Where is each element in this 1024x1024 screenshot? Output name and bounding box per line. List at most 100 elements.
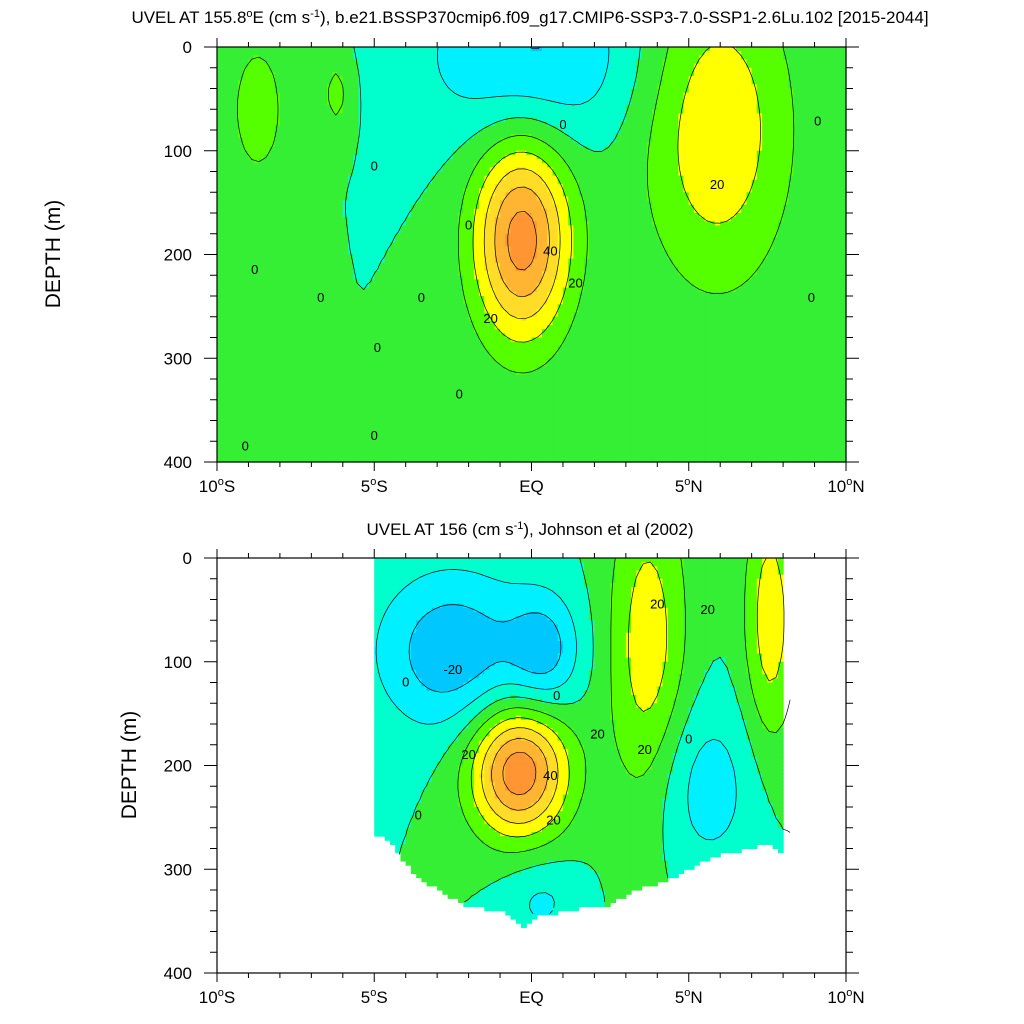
contour-cell [306, 441, 312, 446]
contour-cell [306, 68, 312, 73]
contour-cell [359, 342, 365, 347]
contour-cell [254, 138, 260, 143]
contour-cell [317, 338, 323, 343]
contour-cell [469, 421, 475, 426]
contour-cell [259, 47, 265, 52]
contour-cell [374, 113, 380, 118]
contour-cell [327, 242, 333, 247]
contour-cell [442, 400, 448, 405]
contour-cell [269, 288, 275, 293]
contour-cell [269, 350, 275, 355]
contour-cell [390, 55, 396, 60]
contour-cell [217, 172, 223, 177]
contour-cell [395, 304, 401, 309]
contour-cell [474, 230, 480, 235]
contour-cell [280, 284, 286, 289]
contour-cell [296, 284, 302, 289]
contour-cell [385, 275, 391, 280]
contour-cell [248, 255, 254, 260]
contour-cell [311, 138, 317, 143]
contour-cell [463, 51, 469, 56]
contour-cell [327, 201, 333, 206]
contour-cell [343, 288, 349, 293]
contour-cell [322, 55, 328, 60]
contour-cell [222, 367, 228, 372]
contour-cell [233, 325, 239, 330]
contour-cell [227, 130, 233, 135]
contour-cell [453, 217, 459, 222]
contour-cell [280, 416, 286, 421]
contour-cell [374, 267, 380, 272]
contour-cell [317, 76, 323, 81]
contour-cell [390, 387, 396, 392]
contour-cell [243, 130, 249, 135]
contour-cell [217, 93, 223, 98]
contour-cell [379, 454, 385, 459]
contour-cell [217, 354, 223, 359]
contour-cell [269, 425, 275, 430]
contour-cell [259, 288, 265, 293]
contour-cell [264, 47, 270, 52]
contour-cell [474, 155, 480, 160]
contour-cell [254, 134, 260, 139]
contour-cell [243, 230, 249, 235]
contour-cell [259, 371, 265, 376]
contour-cell [353, 429, 359, 434]
contour-cell [458, 172, 464, 177]
contour-cell [395, 68, 401, 73]
contour-cell [327, 329, 333, 334]
contour-cell [427, 304, 433, 309]
contour-cell [259, 259, 265, 264]
contour-cell [222, 338, 228, 343]
contour-cell [400, 159, 406, 164]
contour-cell [427, 188, 433, 193]
contour-cell [379, 68, 385, 73]
contour-cell [285, 213, 291, 218]
contour-cell [269, 346, 275, 351]
contour-cell [227, 425, 233, 430]
contour-cell [233, 250, 239, 255]
contour-cell [427, 416, 433, 421]
contour-cell [385, 387, 391, 392]
contour-cell [243, 288, 249, 293]
contour-cell [469, 109, 475, 114]
contour-cell [400, 358, 406, 363]
contour-cell [264, 89, 270, 94]
contour-cell [322, 196, 328, 201]
contour-cell [322, 259, 328, 264]
contour-cell [374, 288, 380, 293]
contour-cell [385, 97, 391, 102]
contour-cell [248, 138, 254, 143]
contour-cell [243, 72, 249, 77]
contour-cell [327, 155, 333, 160]
contour-cell [400, 396, 406, 401]
contour-cell [322, 126, 328, 131]
contour-cell [338, 358, 344, 363]
contour-cell [233, 375, 239, 380]
contour-cell [332, 279, 338, 284]
contour-cell [427, 325, 433, 330]
contour-cell [233, 93, 239, 98]
contour-cell [463, 391, 469, 396]
contour-cell [248, 454, 254, 459]
contour-cell [264, 433, 270, 438]
contour-cell [306, 429, 312, 434]
contour-cell [416, 188, 422, 193]
contour-cell [353, 292, 359, 297]
contour-cell [453, 172, 459, 177]
contour-cell [248, 375, 254, 380]
contour-cell [421, 362, 427, 367]
contour-cell [416, 126, 422, 131]
contour-cell [269, 279, 275, 284]
contour-cell [264, 375, 270, 380]
contour-cell [306, 172, 312, 177]
contour-cell [275, 342, 281, 347]
contour-cell [233, 188, 239, 193]
contour-cell [254, 412, 260, 417]
contour-cell [222, 180, 228, 185]
contour-cell [463, 209, 469, 214]
contour-cell [374, 80, 380, 85]
contour-cell [248, 408, 254, 413]
contour-cell [296, 246, 302, 251]
contour-cell [285, 358, 291, 363]
